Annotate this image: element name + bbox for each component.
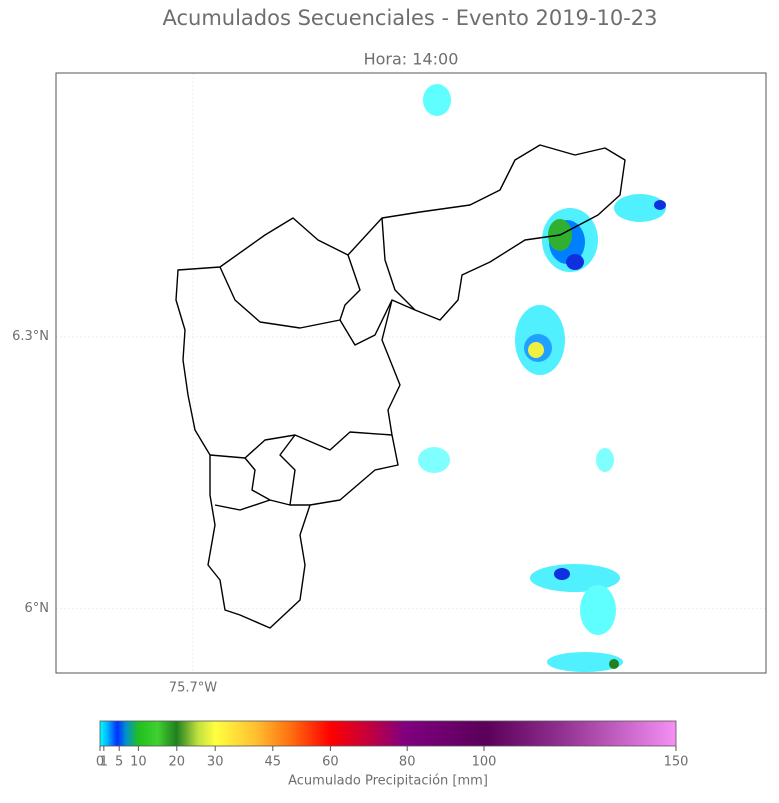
colorbar-tick-label: 30	[207, 755, 224, 770]
colorbar-label: Acumulado Precipitación [mm]	[288, 774, 488, 789]
colorbar-tick-label: 20	[169, 755, 186, 770]
subtitle: Hora: 14:00	[364, 50, 459, 69]
colorbar-tick-label: 10	[130, 755, 147, 770]
colorbar-tick-label: 5	[115, 755, 123, 770]
colorbar-tick-label: 45	[265, 755, 282, 770]
y-tick-label: 6°N	[25, 601, 50, 616]
colorbar-tick-label: 80	[399, 755, 416, 770]
x-tick-label: 75.7°W	[169, 681, 217, 696]
colorbar-tick-label: 60	[322, 755, 339, 770]
colorbar-tick-label: 150	[664, 755, 689, 770]
colorbar-tick-label: 100	[472, 755, 497, 770]
title: Acumulados Secuenciales - Evento 2019-10…	[162, 6, 657, 30]
colorbar-tick-label: 1	[100, 755, 108, 770]
map-frame	[55, 72, 767, 674]
colorbar-tick-label: 0	[96, 755, 104, 770]
municipal-boundaries	[175, 144, 626, 629]
grid	[56, 73, 766, 673]
y-tick-label: 6.3°N	[12, 329, 49, 344]
colorbar	[99, 720, 677, 747]
precipitation	[418, 84, 666, 672]
